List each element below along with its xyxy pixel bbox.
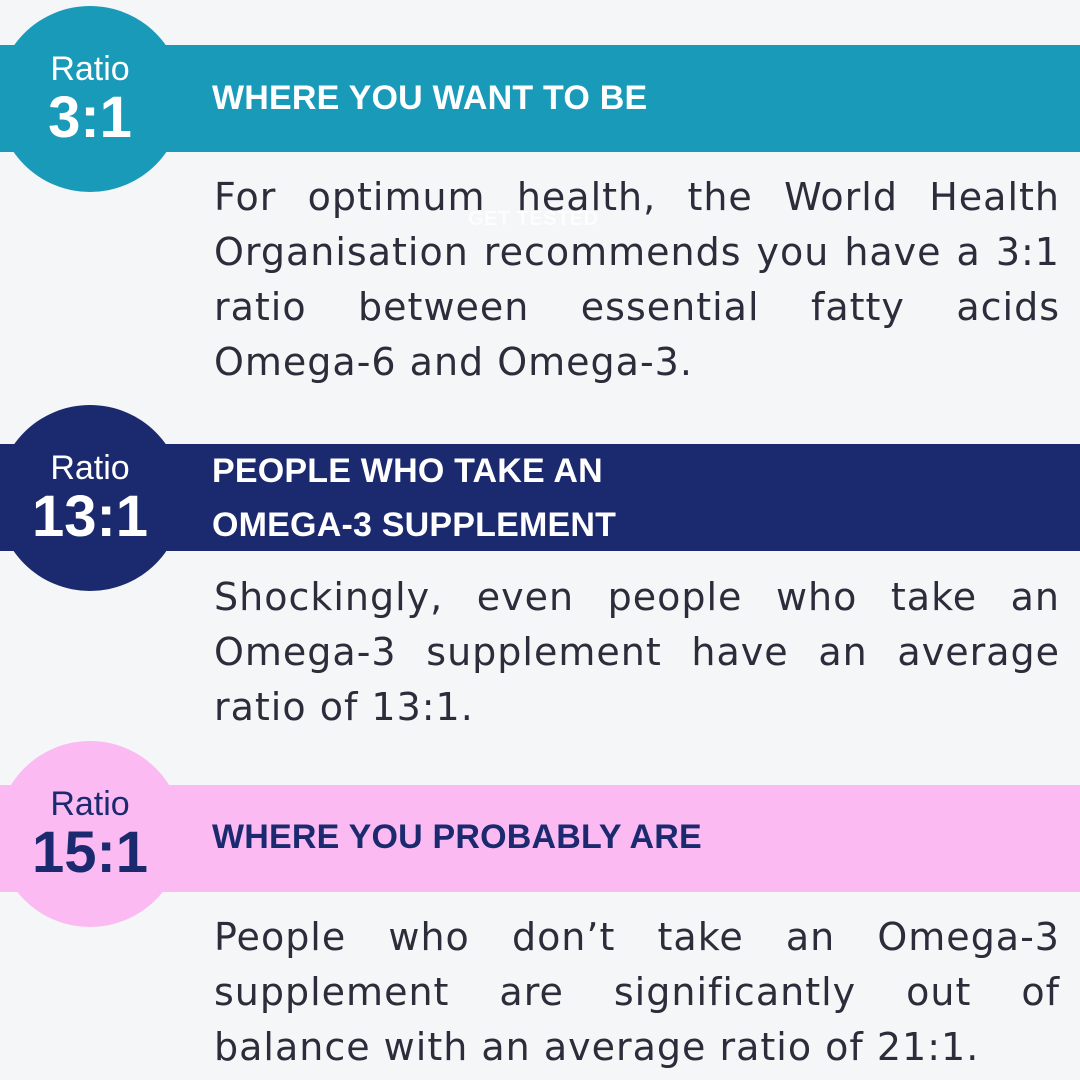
get-tested-overlay-text: GET TESTED: [468, 208, 599, 230]
section-1-badge-ratio: 3:1: [48, 85, 132, 150]
section-1-ratio-badge: Ratio 3:1: [0, 6, 183, 192]
section-3-body: People who don’t take an Omega-3 supplem…: [214, 915, 1060, 1069]
section-1-heading: WHERE YOU WANT TO BE: [212, 79, 648, 117]
section-3-ratio-badge: Ratio 15:1: [0, 741, 183, 927]
section-2-badge-word: Ratio: [50, 449, 130, 487]
section-2-heading-line-1: PEOPLE WHO TAKE AN: [212, 452, 603, 490]
section-2-ratio-badge: Ratio 13:1: [0, 405, 183, 591]
section-2-badge-ratio: 13:1: [31, 484, 149, 549]
section-1-body: For optimum health, the World Health Org…: [214, 175, 1060, 384]
section-2-body: Shockingly, even people who take an Omeg…: [214, 575, 1060, 729]
section-3-heading: WHERE YOU PROBABLY ARE: [212, 818, 702, 856]
section-2-heading-line-2: OMEGA-3 SUPPLEMENT: [212, 506, 617, 544]
section-1-badge-word: Ratio: [50, 50, 130, 88]
section-3-badge-ratio: 15:1: [31, 820, 149, 885]
section-3-badge-word: Ratio: [50, 785, 130, 823]
